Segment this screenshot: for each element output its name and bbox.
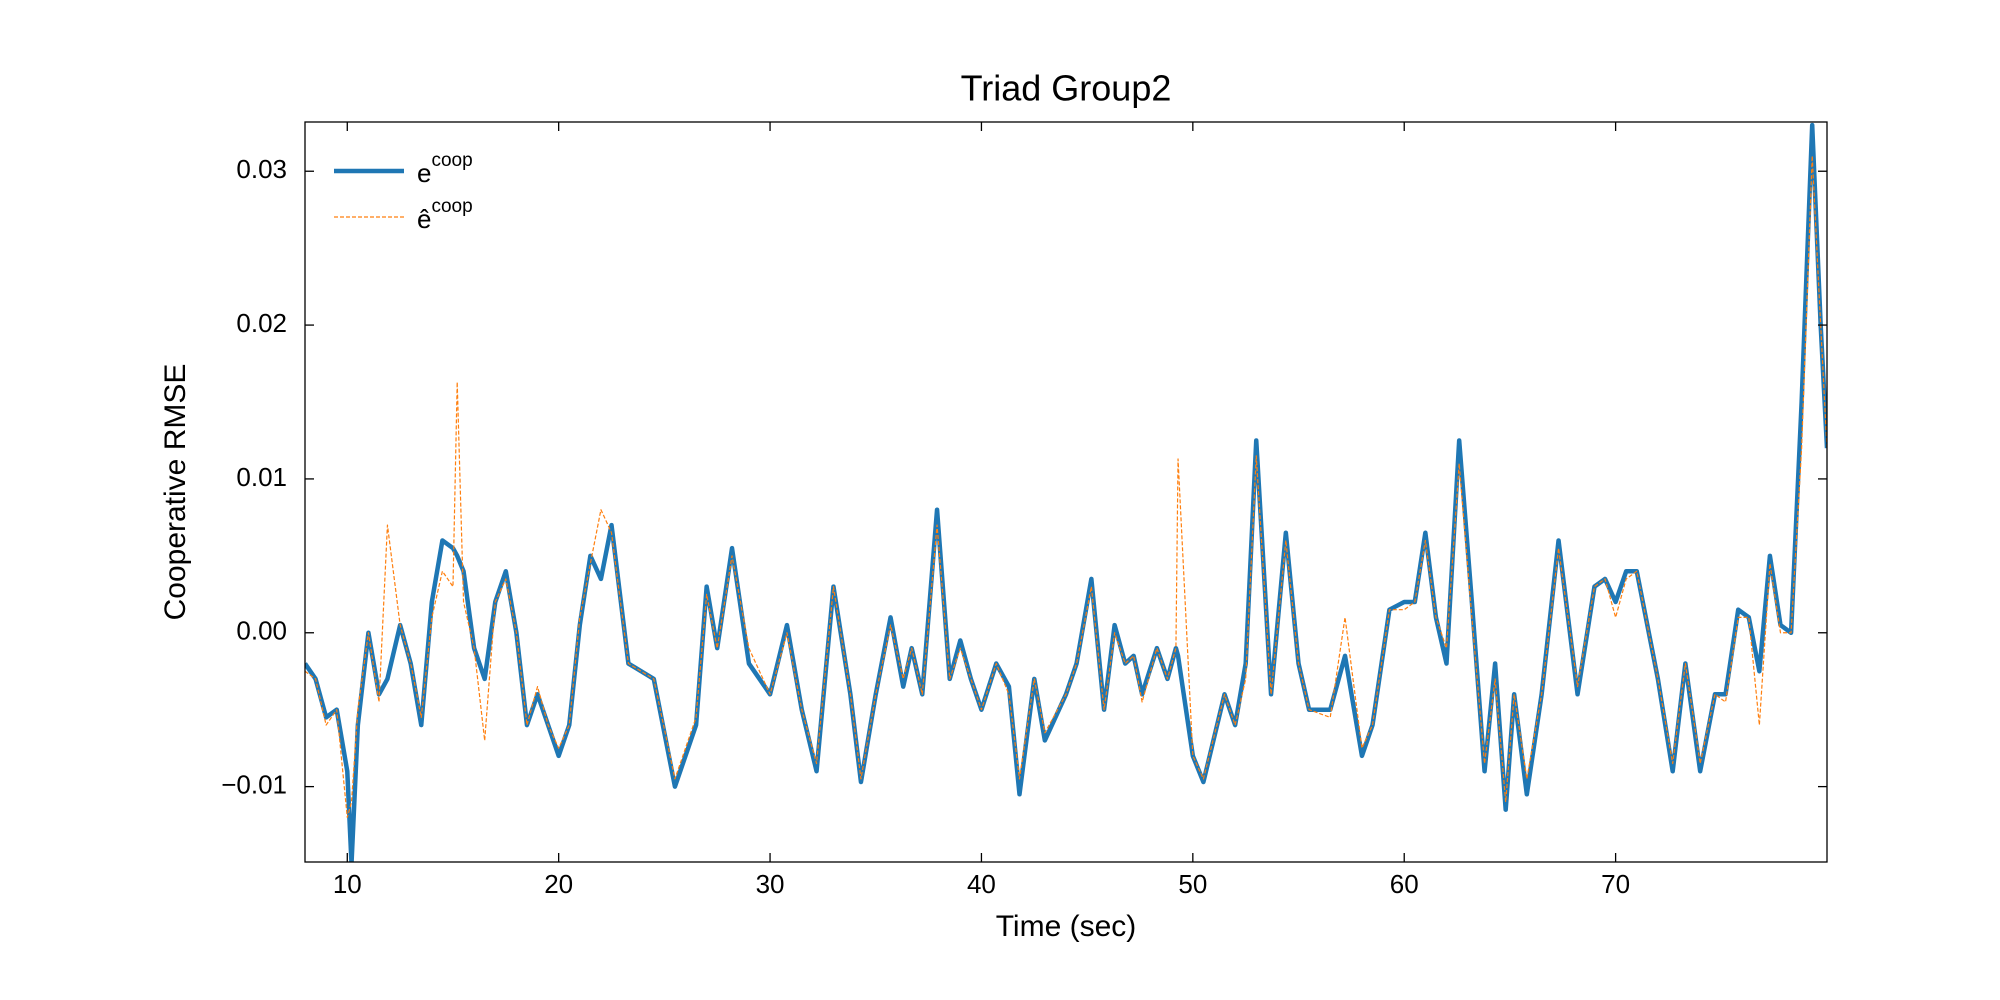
x-tick-label: 40 bbox=[967, 869, 996, 899]
y-tick-label: −0.01 bbox=[221, 769, 287, 799]
y-tick-label: 0.03 bbox=[236, 154, 287, 184]
y-tick-label: 0.01 bbox=[236, 462, 287, 492]
x-tick-label: 70 bbox=[1601, 869, 1630, 899]
x-tick-label: 60 bbox=[1390, 869, 1419, 899]
chart-title: Triad Group2 bbox=[961, 68, 1172, 109]
y-tick-label: 0.00 bbox=[236, 616, 287, 646]
plot-area bbox=[305, 122, 1827, 862]
series-line bbox=[305, 155, 1827, 818]
legend-label: ecoop bbox=[417, 150, 473, 188]
axes-frame bbox=[304, 121, 1828, 863]
y-axis-label: Cooperative RMSE bbox=[159, 364, 192, 621]
legend-label: êcoop bbox=[417, 196, 473, 234]
x-tick-label: 30 bbox=[756, 869, 785, 899]
x-tick-label: 10 bbox=[333, 869, 362, 899]
x-tick-label: 20 bbox=[544, 869, 573, 899]
x-axis-label: Time (sec) bbox=[996, 910, 1137, 943]
y-tick-label: 0.02 bbox=[236, 308, 287, 338]
x-tick-label: 50 bbox=[1178, 869, 1207, 899]
